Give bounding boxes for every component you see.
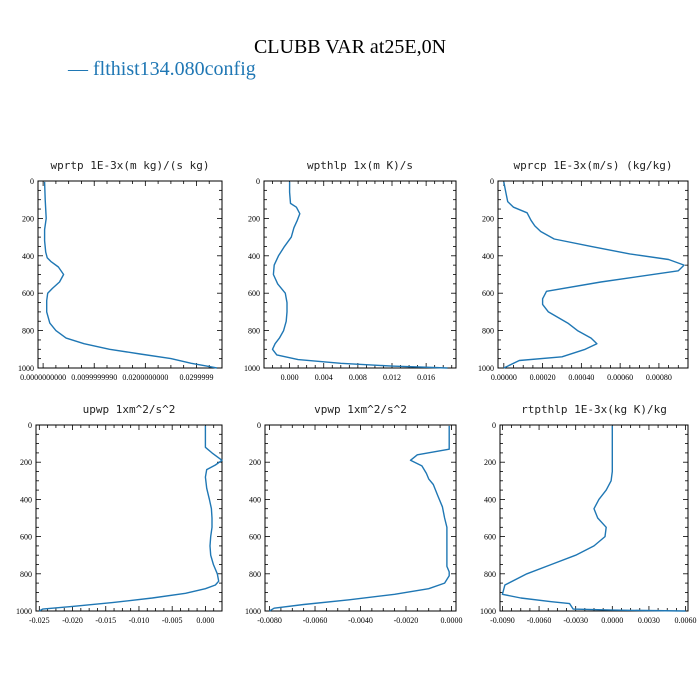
- series-line: [38, 425, 223, 612]
- plot-frame: [499, 424, 689, 612]
- x-tick-label: 0.00020: [530, 373, 556, 382]
- y-tick-label: 600: [20, 533, 32, 542]
- series-line: [501, 425, 686, 612]
- plot-frame: [35, 424, 223, 612]
- y-tick-label: 1000: [480, 607, 496, 616]
- y-tick-label: 1000: [245, 607, 261, 616]
- x-tick-label: -0.005: [162, 616, 183, 625]
- subplot-6: rtpthlp 1E-3x(kg K)/kg02004006008001000-…: [480, 403, 697, 625]
- y-tick-label: 0: [28, 421, 32, 430]
- y-tick-label: 0: [256, 177, 260, 186]
- x-tick-label: -0.0080: [257, 616, 282, 625]
- subplot-title: vpwp 1xm^2/s^2: [314, 403, 407, 416]
- subplot-title: wprtp 1E-3x(m kg)/(s kg): [51, 159, 210, 172]
- y-tick-label: 0: [490, 177, 494, 186]
- x-tick-label: -0.0090: [490, 616, 515, 625]
- y-tick-label: 400: [20, 495, 32, 504]
- y-tick-label: 800: [20, 570, 32, 579]
- x-tick-label: 0.000: [196, 616, 214, 625]
- legend-label: flthist134.080config: [93, 58, 256, 80]
- y-tick-label: 800: [248, 327, 260, 336]
- x-tick-label: 0.00080: [646, 373, 672, 382]
- x-tick-label: -0.015: [95, 616, 116, 625]
- figure-title: CLUBB VAR at25E,0N: [253, 36, 447, 58]
- y-tick-label: 600: [248, 289, 260, 298]
- subplot-title: wpthlp 1x(m K)/s: [307, 159, 413, 172]
- subplot-title: rtpthlp 1E-3x(kg K)/kg: [521, 403, 667, 416]
- y-tick-label: 200: [22, 214, 34, 223]
- y-tick-label: 600: [482, 289, 494, 298]
- y-tick-label: 200: [248, 214, 260, 223]
- legend-line-icon: —: [68, 58, 88, 80]
- plot-frame: [37, 180, 223, 369]
- y-tick-label: 400: [249, 495, 261, 504]
- y-tick-label: 1000: [244, 364, 260, 373]
- x-tick-label: 0.0060: [675, 616, 697, 625]
- y-tick-label: 1000: [18, 364, 34, 373]
- y-tick-label: 400: [248, 252, 260, 261]
- y-tick-label: 800: [484, 570, 496, 579]
- y-tick-label: 1000: [478, 364, 494, 373]
- x-tick-label: -0.0040: [348, 616, 373, 625]
- x-tick-label: -0.0020: [394, 616, 419, 625]
- y-tick-label: 200: [484, 458, 496, 467]
- subplot-2: wpthlp 1x(m K)/s 0 200 400 600 800 1000 0.000 0.…: [244, 159, 457, 382]
- y-tick-label: 200: [249, 458, 261, 467]
- plot-frame: [263, 180, 457, 369]
- subplot-3: wprcp 1E-3x(m/s) (kg/kg) 0 200 400 600 800 100…: [478, 159, 689, 382]
- y-tick-label: 600: [22, 289, 34, 298]
- y-tick-label: 800: [482, 327, 494, 336]
- y-tick-label: 0: [492, 421, 496, 430]
- y-tick-label: 600: [484, 533, 496, 542]
- x-tick-label: 0.0030: [638, 616, 660, 625]
- x-tick-label: -0.0030: [563, 616, 588, 625]
- subplot-title: upwp 1xm^2/s^2: [83, 403, 176, 416]
- x-tick-label: -0.025: [29, 616, 50, 625]
- x-tick-label: 0.00000: [491, 373, 517, 382]
- x-tick-label: 0.012: [383, 373, 401, 382]
- x-tick-label: 0.008: [349, 373, 367, 382]
- y-tick-label: 0: [30, 177, 34, 186]
- y-tick-label: 0: [257, 421, 261, 430]
- y-tick-label: 400: [22, 252, 34, 261]
- y-tick-label: 600: [249, 533, 261, 542]
- series-line: [269, 425, 450, 612]
- y-tick-label: 800: [249, 570, 261, 579]
- y-tick-label: 200: [482, 214, 494, 223]
- series-line: [43, 181, 218, 369]
- y-tick-label: 400: [482, 252, 494, 261]
- y-tick-label: 400: [484, 495, 496, 504]
- subplot-title: wprcp 1E-3x(m/s) (kg/kg): [514, 159, 673, 172]
- x-tick-label: -0.010: [129, 616, 150, 625]
- x-tick-label: 0.016: [417, 373, 435, 382]
- x-tick-label: 0.00060: [607, 373, 633, 382]
- subplot-4: upwp 1xm^2/s^2 0 200 400 600 800 1000-0.025 -0.…: [16, 403, 223, 625]
- subplot-1: wprtp 1E-3x(m kg)/(s kg) 0 200 400 600 800 100…: [18, 159, 223, 382]
- x-tick-label: 0.0000: [601, 616, 623, 625]
- x-tick-label: 0.0000: [440, 616, 462, 625]
- x-tick-label: 0.000: [281, 373, 299, 382]
- y-tick-label: 1000: [16, 607, 32, 616]
- x-tick-label: 0.004: [315, 373, 333, 382]
- x-tick-label: 0.0299999: [179, 373, 213, 382]
- subplot-5: vpwp 1xm^2/s^2 0 200 400 600 800 1000-0.0080 -0…: [245, 403, 462, 625]
- x-tick-label: 0.00040: [568, 373, 594, 382]
- x-tick-label: -0.0060: [303, 616, 328, 625]
- y-tick-label: 800: [22, 327, 34, 336]
- x-tick-label: 0.0099999990: [71, 373, 117, 382]
- y-tick-label: 200: [20, 458, 32, 467]
- legend-entry: — flthist134.080config: [68, 58, 256, 81]
- series-line: [503, 181, 685, 369]
- x-tick-label: -0.020: [62, 616, 83, 625]
- x-tick-label: 0.0000000000: [20, 373, 66, 382]
- series-line: [271, 181, 448, 369]
- x-tick-label: 0.0200000000: [122, 373, 168, 382]
- x-tick-label: -0.0060: [527, 616, 552, 625]
